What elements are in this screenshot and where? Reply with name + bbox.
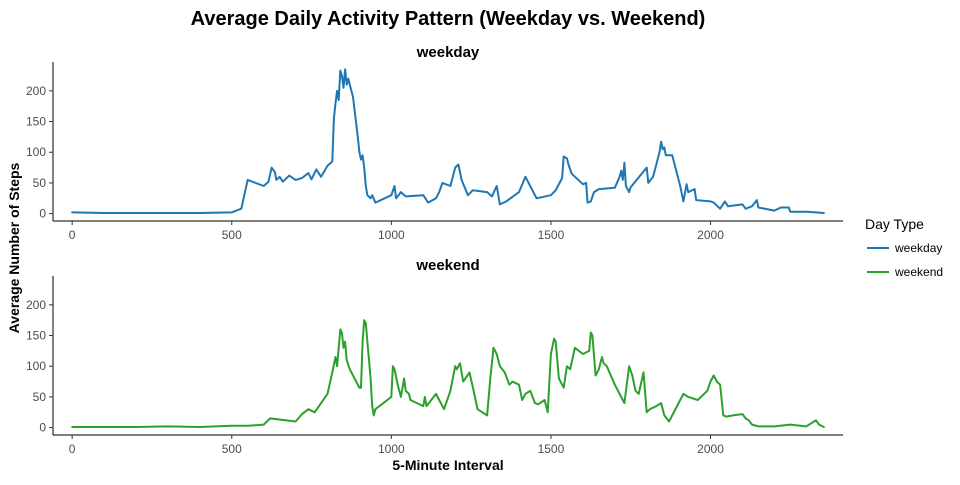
facet-label-weekend: weekend xyxy=(415,257,479,274)
legend-title: Day Type xyxy=(865,216,924,232)
facet-label-weekday: weekday xyxy=(416,44,480,61)
y-tick-label-weekend: 200 xyxy=(26,298,46,312)
x-axis-title: 5-Minute Interval xyxy=(392,457,503,473)
x-tick-label-weekend: 1500 xyxy=(538,442,565,456)
y-tick-label-weekday: 0 xyxy=(39,207,46,221)
x-tick-label-weekday: 1500 xyxy=(538,228,565,242)
y-tick-label-weekday: 200 xyxy=(26,84,46,98)
y-tick-label-weekend: 150 xyxy=(26,329,46,343)
series-line-weekday xyxy=(71,68,825,214)
y-tick-label-weekend: 100 xyxy=(26,359,46,373)
y-tick-label-weekday: 100 xyxy=(26,145,46,159)
x-tick-label-weekend: 500 xyxy=(222,442,242,456)
x-tick-label-weekend: 2000 xyxy=(697,442,724,456)
legend-label-weekday: weekday xyxy=(894,241,942,255)
x-tick-label-weekday: 500 xyxy=(222,228,242,242)
y-tick-label-weekend: 50 xyxy=(33,390,47,404)
series-line-weekend xyxy=(71,319,825,428)
y-tick-label-weekday: 150 xyxy=(26,115,46,129)
y-tick-label-weekday: 50 xyxy=(33,176,47,190)
x-tick-label-weekend: 1000 xyxy=(378,442,405,456)
x-tick-label-weekday: 2000 xyxy=(697,228,724,242)
y-tick-label-weekend: 0 xyxy=(39,421,46,435)
chart-title: Average Daily Activity Pattern (Weekday … xyxy=(191,8,706,30)
x-tick-label-weekday: 0 xyxy=(69,228,76,242)
x-tick-label-weekend: 0 xyxy=(69,442,76,456)
legend: Day Type weekday weekend xyxy=(865,216,943,279)
x-tick-label-weekday: 1000 xyxy=(378,228,405,242)
y-axis-title: Average Number of Steps xyxy=(6,162,22,333)
legend-label-weekend: weekend xyxy=(894,265,943,279)
